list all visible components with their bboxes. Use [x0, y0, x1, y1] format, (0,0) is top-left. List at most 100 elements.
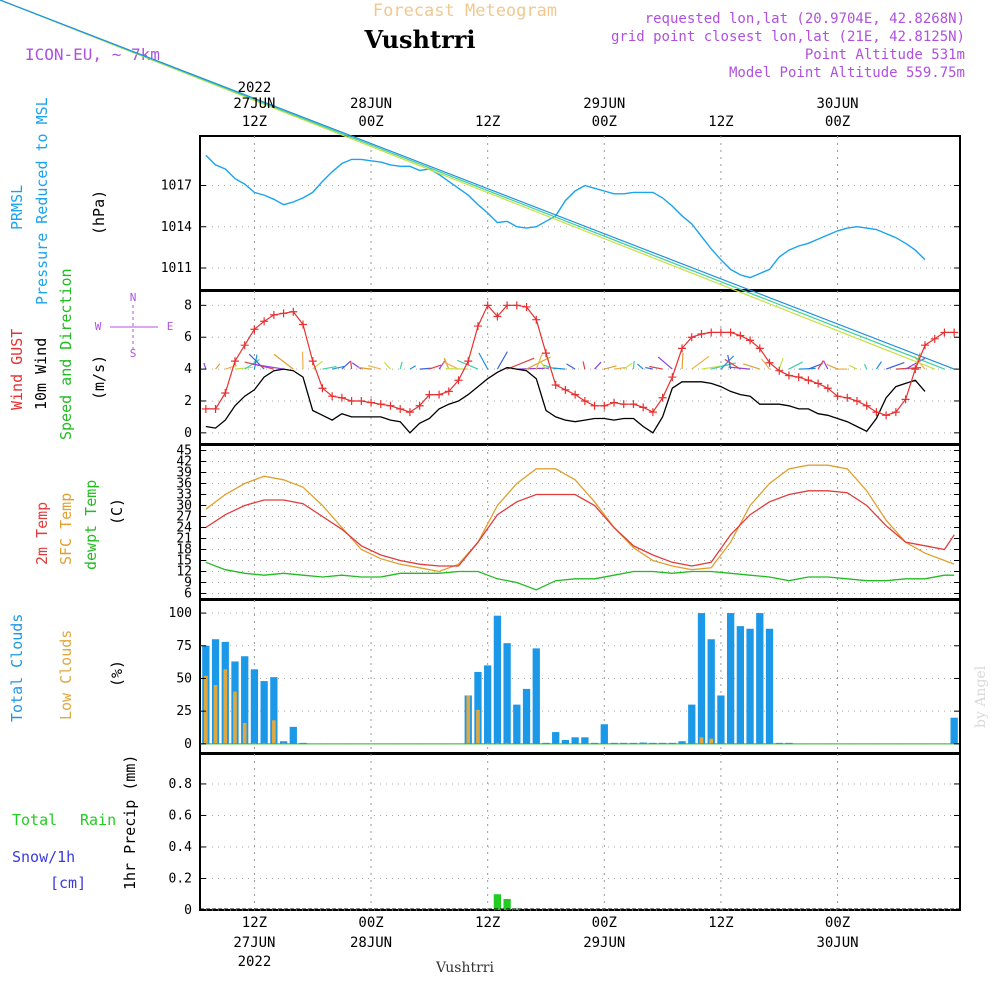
temp-tick-label: 6 [184, 587, 192, 602]
gust-point [658, 393, 667, 402]
gust-point [503, 301, 512, 310]
clouds-tick-label: 100 [169, 606, 192, 621]
total-cloud-bar [639, 742, 647, 744]
gust-point [454, 376, 463, 385]
total-cloud-bar [260, 681, 268, 744]
gust-point [318, 384, 327, 393]
low-cloud-bar [233, 691, 237, 744]
total-cloud-bar [746, 628, 754, 744]
precip-tick-label: 0.8 [169, 777, 192, 792]
wind-tick-label: 6 [184, 330, 192, 345]
gust-point [230, 357, 239, 366]
wind-arrow [613, 366, 627, 370]
total-cloud-bar [581, 737, 589, 744]
wind-arrow [399, 361, 403, 370]
gust-point [872, 408, 881, 417]
wind-speed-line [205, 366, 926, 434]
sfc-temp-label: SFC Temp [57, 493, 75, 565]
wind-arrow [895, 366, 922, 370]
gust-point [580, 396, 589, 405]
wind-arrow [636, 363, 644, 370]
temp-tick-label: 9 [184, 576, 192, 591]
wind-arrow [442, 361, 459, 370]
total-cloud-bar [484, 665, 492, 744]
wind-arrow [848, 364, 858, 370]
gust-point [347, 396, 356, 405]
temp-tick-label: 12 [176, 565, 192, 580]
pressure-unit: (hPa) [90, 190, 108, 235]
gust-point [522, 302, 531, 311]
total-cloud-bar [726, 613, 735, 744]
total-clouds-label: Total Clouds [8, 614, 26, 722]
gust-point [367, 398, 376, 407]
precip-rain-label: Rain [80, 811, 116, 829]
gust-point [648, 408, 657, 417]
wind-gust-label: Wind GUST [8, 329, 26, 410]
wind-arrow [798, 367, 816, 370]
precip-tick-label: 0.2 [169, 871, 192, 886]
top-time-label: 00Z [592, 114, 617, 130]
pressure-tick-label: 1014 [161, 220, 192, 235]
bottom-date-label: 28JUN [350, 935, 392, 951]
wind-arrow [225, 365, 237, 370]
bottom-date-label: 27JUN [233, 935, 275, 951]
pressure-tick-label: 1011 [161, 261, 192, 276]
precip-tick-label: 0.4 [169, 840, 193, 855]
panel-frames [199, 135, 961, 911]
gust-point [814, 379, 823, 388]
gust-point [260, 317, 269, 326]
wind-arrow [826, 363, 838, 370]
gust-point [852, 396, 861, 405]
wind-arrow [657, 356, 673, 370]
total-cloud-bar [717, 695, 725, 744]
low-clouds-label: Low Clouds [57, 630, 75, 720]
compass-e: E [167, 320, 174, 333]
wind-arrow [478, 352, 489, 370]
wind-arrow [728, 366, 751, 370]
gust-point [269, 310, 278, 319]
compass-s: S [130, 347, 137, 360]
total-cloud-bar [678, 741, 686, 744]
wind-arrow [885, 361, 905, 370]
gust-point [678, 344, 687, 353]
gust-point [911, 365, 920, 374]
gust-point [619, 400, 628, 409]
gust-point [376, 400, 385, 409]
wind-arrow [409, 365, 416, 370]
gust-point [357, 396, 366, 405]
total-cloud-bar [765, 628, 774, 744]
total-cloud-bar [493, 615, 502, 744]
total-cloud-bar [270, 677, 278, 744]
total-cloud-bar [532, 648, 540, 744]
total-cloud-bar [950, 717, 958, 744]
wind-arrow [506, 357, 535, 370]
gust-point [804, 376, 813, 385]
wind-arrow [863, 363, 868, 370]
dewpt-temp-label: dewpt Temp [82, 480, 100, 570]
gust-point [794, 373, 803, 382]
wind-compass: N S W E [95, 291, 174, 360]
temp-tick-label: 39 [176, 466, 192, 481]
gust-point [250, 325, 259, 334]
temp-2m-line [205, 490, 955, 567]
requested-coords: requested lon,lat (20.9704E, 42.8268N) [645, 11, 965, 27]
wind-tick-label: 0 [184, 426, 192, 441]
temp-tick-label: 33 [176, 488, 192, 503]
clouds-unit: (%) [108, 660, 126, 687]
temp-tick-label: 21 [176, 532, 192, 547]
sfc-temp-line [205, 464, 955, 573]
wind-unit: (m/s) [90, 355, 108, 400]
total-cloud-bar [513, 704, 521, 744]
snow-label: Snow/1h [12, 848, 75, 866]
gust-point [716, 328, 725, 337]
wind-arrow [788, 361, 803, 370]
gust-point [415, 401, 424, 410]
footer-location: Vushtrri [435, 960, 494, 976]
gust-point [726, 328, 735, 337]
low-cloud-bar [223, 669, 228, 744]
temp-tick-label: 30 [176, 499, 192, 514]
low-cloud-bar [204, 675, 208, 744]
precip-bar [493, 894, 502, 910]
gust-point [561, 385, 570, 394]
bottom-time-label: 12Z [242, 915, 267, 931]
